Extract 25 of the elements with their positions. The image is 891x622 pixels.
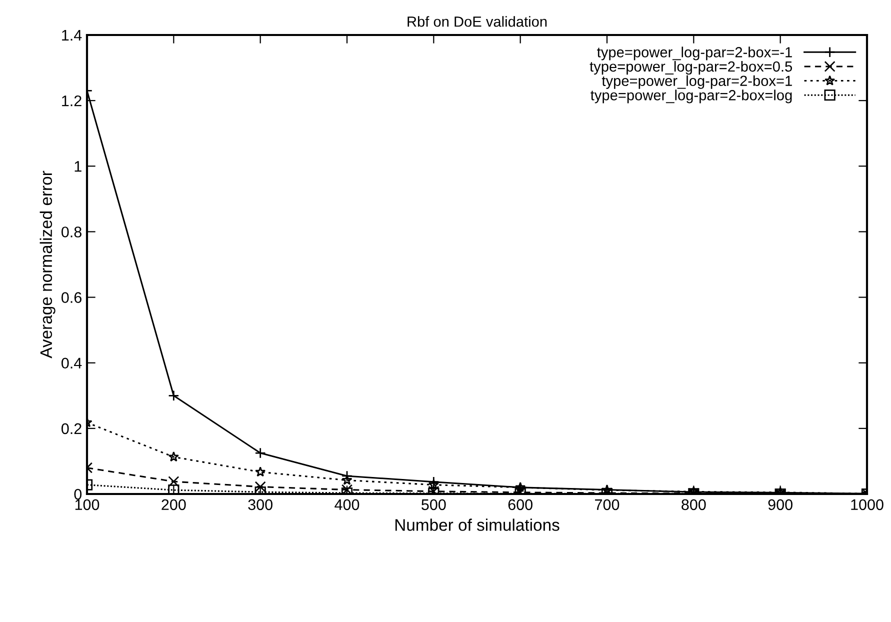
y-tick-label: 0.4 [62, 358, 82, 369]
y-tick-label: 1.4 [62, 30, 82, 41]
y-tick-label: 0.8 [62, 226, 82, 238]
legend-label: type=power_log-par=2-box=1 [602, 75, 792, 89]
legend-label: type=power_log-par=2-box=log [590, 90, 792, 104]
y-tick-label: 0.2 [62, 423, 82, 434]
x-tick-label: 500 [422, 499, 446, 510]
y-tick-label: 0 [74, 488, 82, 500]
x-tick-label: 600 [508, 499, 532, 510]
x-tick-label: 800 [682, 499, 706, 510]
x-axis-title: Number of simulations [395, 518, 560, 531]
y-tick-label: 1.2 [62, 95, 82, 106]
y-tick-label: 1 [74, 161, 82, 172]
x-tick-label: 200 [162, 499, 186, 510]
chart-title: Rbf on DoE validation [408, 16, 547, 27]
x-tick-label: 700 [595, 499, 620, 510]
x-tick-label: 1000 [851, 499, 884, 510]
x-tick-label: 900 [768, 499, 792, 510]
y-axis-title: Average normalized error [40, 170, 56, 358]
y-tick-label: 0.6 [62, 292, 82, 303]
legend-label: type=power_log-par=2-box=-1 [597, 46, 792, 60]
x-tick-label: 400 [334, 499, 360, 510]
x-tick-label: 100 [75, 499, 100, 510]
legend-label: type=power_log-par=2-box=0.5 [590, 60, 792, 75]
x-tick-label: 300 [248, 499, 272, 510]
